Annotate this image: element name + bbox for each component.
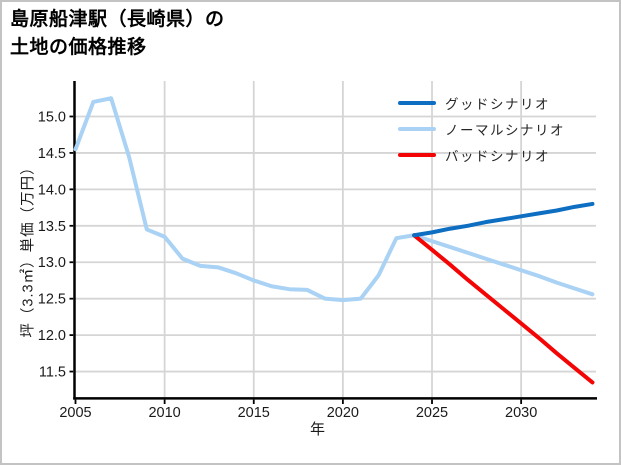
legend-label-good: グッドシナリオ <box>445 97 550 112</box>
legend-label-bad: バッドシナリオ <box>445 149 550 164</box>
y-tick-label: 11.5 <box>39 365 66 381</box>
x-tick-label: 2010 <box>148 405 180 421</box>
legend-swatch <box>398 101 436 105</box>
y-tick-label: 15.0 <box>38 109 66 125</box>
legend-swatch <box>398 127 436 131</box>
legend-label-normal: ノーマルシナリオ <box>445 123 565 138</box>
series-line-bad <box>412 233 595 385</box>
y-tick-label: 13.5 <box>38 219 66 235</box>
series-line-good <box>412 201 595 238</box>
legend-item-bad: バッドシナリオ <box>398 142 565 168</box>
chart-title: 島原船津駅（長崎県）の 土地の価格推移 <box>10 6 225 62</box>
chart-title-line2: 土地の価格推移 <box>10 37 147 58</box>
y-tick-label: 14.5 <box>38 146 66 162</box>
y-tick-label: 13.0 <box>38 255 66 271</box>
legend-item-good: グッドシナリオ <box>398 90 565 116</box>
y-tick-label: 12.0 <box>38 328 66 344</box>
x-tick-label: 2030 <box>505 405 537 421</box>
y-axis-title: 坪（3.3㎡）単価（万円） <box>20 159 37 338</box>
legend-item-normal: ノーマルシナリオ <box>398 116 565 142</box>
x-axis-title: 年 <box>309 421 326 438</box>
x-tick-label: 2005 <box>59 405 91 421</box>
y-tick-label: 12.5 <box>38 292 66 308</box>
x-tick-label: 2025 <box>416 405 448 421</box>
series-line-normal <box>73 96 595 303</box>
x-tick-label: 2015 <box>238 405 270 421</box>
legend: グッドシナリオ ノーマルシナリオ バッドシナリオ <box>398 90 565 168</box>
chart-title-line1: 島原船津駅（長崎県）の <box>10 9 225 30</box>
x-tick-label: 2020 <box>327 405 359 421</box>
legend-swatch <box>398 153 436 157</box>
y-tick-label: 14.0 <box>38 182 66 198</box>
